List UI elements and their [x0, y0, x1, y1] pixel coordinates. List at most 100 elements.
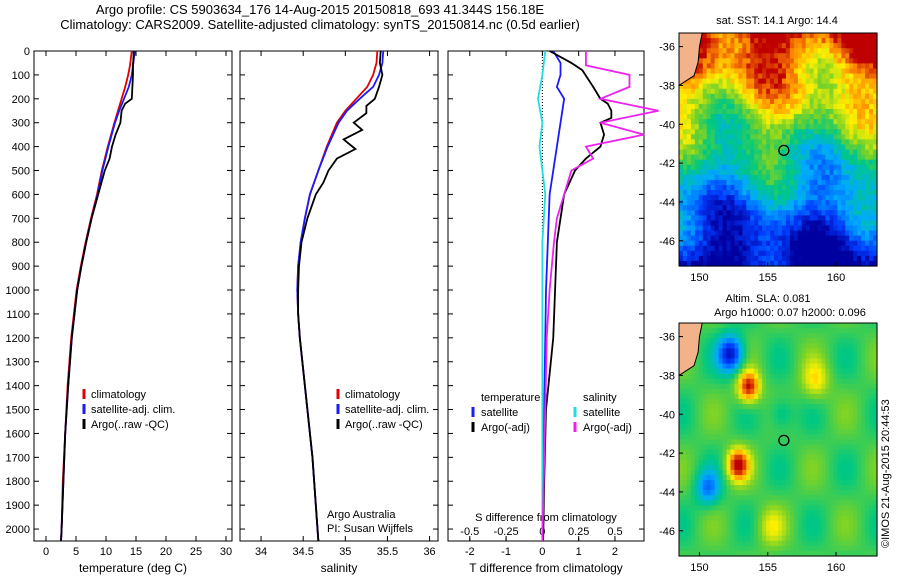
sla-map-cell [793, 459, 799, 466]
sla-map-cell [781, 480, 787, 486]
sla-map-cell [829, 348, 835, 354]
sla-map-cell [722, 424, 728, 430]
sst-map-cell [865, 119, 870, 125]
sla-map-cell [849, 449, 854, 456]
sst-map-cell [837, 58, 842, 64]
sla-map-cell [686, 414, 692, 420]
sla-map-cell [857, 505, 862, 512]
sst-map-cell [682, 190, 688, 196]
sla-map-cell [738, 530, 743, 537]
sla-map-cell [845, 353, 850, 360]
sla-map-cell [770, 434, 775, 441]
sla-map-cell [793, 429, 799, 436]
sst-map-cell [734, 48, 739, 54]
sla-map-cell [774, 348, 779, 354]
sst-map-cell [758, 154, 763, 161]
sla-map-cell [845, 378, 850, 385]
sla-map-cell [813, 424, 819, 430]
sst-map-cell [686, 103, 692, 110]
sst-map-cell [813, 108, 819, 115]
sst-map-cell [785, 43, 791, 49]
sst-map-cell [785, 119, 791, 125]
sst-map-cell [857, 38, 862, 44]
sla-map-cell [770, 353, 775, 360]
sla-map-cell [679, 505, 684, 512]
sla-map-cell [710, 439, 716, 446]
sst-map-cell [746, 250, 751, 257]
sla-map-cell [682, 454, 688, 461]
sst-map-cell [758, 220, 763, 227]
sst-map-cell [750, 103, 755, 110]
sst-map-cell [833, 48, 838, 54]
sla-map-cell [738, 474, 743, 481]
sla-map-cell [718, 495, 724, 501]
sst-map-ytick-label: -42 [659, 158, 675, 170]
sla-map-cell [817, 429, 823, 436]
sst-map-cell [762, 240, 767, 247]
sla-map-cell [766, 459, 771, 466]
sst-map-cell [734, 78, 739, 85]
sst-map-cell [698, 200, 704, 206]
sst-map-cell [841, 245, 846, 252]
sst-map-cell [774, 190, 779, 196]
sla-map-cell [833, 358, 838, 365]
sst-map-cell [698, 149, 704, 156]
sla-map-cell [801, 535, 807, 542]
sst-map-cell [730, 134, 736, 140]
sla-map-cell [841, 373, 846, 380]
sla-map-cell [857, 444, 862, 451]
sst-map-cell [793, 119, 799, 125]
sla-map-cell [714, 474, 720, 481]
sst-map-cell [734, 68, 739, 75]
sla-map-cell [853, 353, 858, 360]
sst-map-cell [861, 205, 866, 211]
sst-map-cell [714, 33, 720, 39]
sst-map-cell [710, 98, 716, 105]
sst-map-cell [706, 154, 712, 161]
sst-map-cell [781, 215, 787, 222]
sla-map-cell [734, 485, 739, 491]
sst-map-cell [829, 108, 835, 115]
sla-map-cell [857, 373, 862, 380]
sla-map-cell [801, 378, 807, 385]
sst-map-cell [770, 103, 775, 110]
sla-map-cell [821, 323, 827, 329]
sst-map-cell [809, 179, 815, 186]
sla-map-cell [849, 409, 854, 415]
sst-map-cell [702, 179, 708, 186]
sla-map-cell [781, 530, 787, 537]
sla-map-cell [821, 434, 827, 441]
sla-map-cell [845, 495, 850, 501]
sst-map-cell [789, 169, 795, 176]
sla-map-cell [829, 520, 835, 527]
sst-map-cell [801, 63, 807, 70]
sla-map-cell [805, 424, 811, 430]
sst-map-cell [679, 93, 684, 100]
sla-map-cell [869, 515, 874, 522]
sla-map-cell [837, 490, 842, 496]
sst-map-cell [694, 260, 700, 267]
sla-map-cell [837, 414, 842, 420]
sst-map-cell [746, 154, 751, 161]
sst-map-cell [857, 78, 862, 85]
sst-map-cell [774, 83, 779, 90]
sla-map-cell [686, 510, 692, 517]
sla-map-cell [789, 363, 795, 370]
sst-map-cell [686, 174, 692, 181]
sla-map-cell [726, 459, 732, 466]
sla-map-cell [718, 454, 724, 461]
sla-map-cell [801, 464, 807, 471]
sst-map-cell [722, 250, 728, 257]
sla-map-cell [750, 454, 755, 461]
sla-map-cell [750, 368, 755, 375]
sst-map-cell [873, 58, 878, 64]
sla-map-cell [805, 398, 811, 405]
sst-map-cell [797, 98, 803, 105]
sla-map-cell [738, 378, 743, 385]
sst-map-cell [785, 78, 791, 85]
sst-map-cell [781, 240, 787, 247]
sla-map-cell [833, 373, 838, 380]
sla-map-cell [793, 343, 799, 349]
sst-map-cell [857, 200, 862, 206]
sla-map-cell [679, 495, 684, 501]
